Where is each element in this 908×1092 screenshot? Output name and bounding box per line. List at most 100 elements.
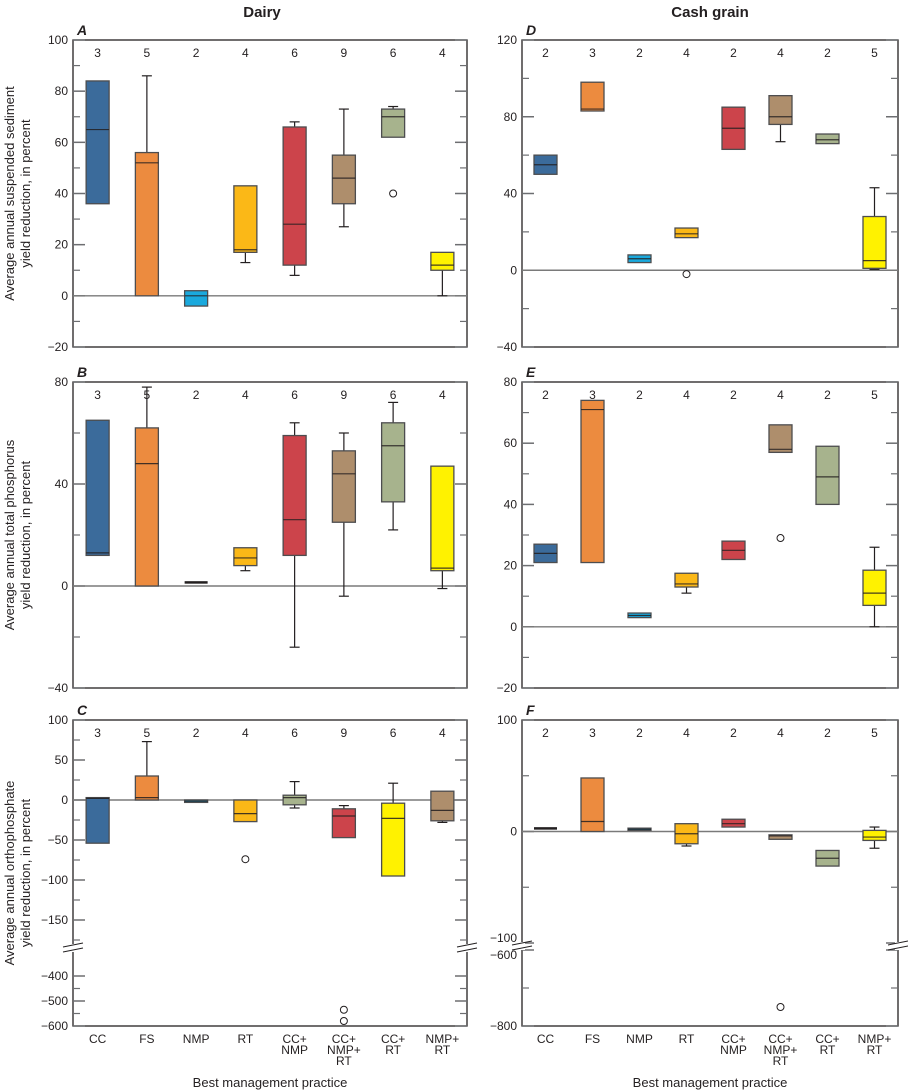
box-6 xyxy=(815,849,840,867)
category-label: RT xyxy=(820,1043,836,1057)
y-tick-label: 100 xyxy=(48,33,68,47)
y-axis-label-line2: yield reduction, in percent xyxy=(18,461,33,610)
box xyxy=(815,445,840,506)
box xyxy=(134,775,160,801)
y-axis-label-line2: yield reduction, in percent xyxy=(18,119,33,268)
box-4 xyxy=(721,106,746,151)
box xyxy=(580,81,605,112)
box-3 xyxy=(674,572,699,594)
plot-frame xyxy=(72,39,468,348)
panel-letter: A xyxy=(76,22,87,38)
box xyxy=(85,796,110,844)
category-label: RT xyxy=(867,1043,883,1057)
box xyxy=(233,799,258,823)
sample-count: 5 xyxy=(871,46,878,60)
sample-count: 4 xyxy=(242,726,249,740)
outlier-point xyxy=(241,855,250,864)
y-tick-label: 0 xyxy=(61,793,68,807)
outlier-point xyxy=(389,189,398,198)
y-tick-label: 80 xyxy=(504,375,518,389)
sample-count: 6 xyxy=(291,46,298,60)
box-1 xyxy=(134,75,160,297)
box-7 xyxy=(430,251,455,297)
sample-count: 4 xyxy=(683,726,690,740)
sample-count: 9 xyxy=(341,388,348,402)
sample-count: 2 xyxy=(636,388,643,402)
box-3 xyxy=(233,547,258,572)
box-1 xyxy=(134,740,160,801)
y-tick-label: 100 xyxy=(497,713,517,727)
box xyxy=(534,827,557,830)
y-axis-label-line1: Average annual orthophosphate xyxy=(2,781,17,966)
box-7 xyxy=(862,187,887,270)
box xyxy=(380,108,406,138)
box-4 xyxy=(721,818,746,828)
y-tick-label: −800 xyxy=(490,1019,517,1033)
box xyxy=(380,422,406,503)
sample-count: 9 xyxy=(341,726,348,740)
sample-count: 4 xyxy=(242,46,249,60)
y-tick-label: −40 xyxy=(497,340,518,354)
category-label: FS xyxy=(139,1032,154,1046)
panel-letter: C xyxy=(77,702,88,718)
sample-count: 3 xyxy=(94,388,101,402)
panel-letter: D xyxy=(526,22,536,38)
y-tick-label: 40 xyxy=(504,497,518,511)
box xyxy=(331,808,357,839)
y-tick-label: 20 xyxy=(504,559,518,573)
box xyxy=(282,434,307,557)
y-tick-label: −600 xyxy=(41,1019,68,1033)
axis-break-mark xyxy=(456,942,478,948)
panel-letter: E xyxy=(526,364,536,380)
box-7 xyxy=(862,546,887,628)
sample-count: 2 xyxy=(193,726,200,740)
category-label: RT xyxy=(679,1032,695,1046)
sample-count: 2 xyxy=(824,726,831,740)
category-label: NMP xyxy=(720,1043,747,1057)
box-2 xyxy=(627,612,652,619)
box-5 xyxy=(331,804,357,1025)
y-tick-label: −20 xyxy=(48,340,69,354)
sample-count: 2 xyxy=(542,46,549,60)
box-2 xyxy=(627,827,652,832)
sample-count: 5 xyxy=(144,46,151,60)
box xyxy=(380,802,406,877)
y-tick-label: −600 xyxy=(490,948,517,962)
y-tick-label: −20 xyxy=(497,681,518,695)
sample-count: 4 xyxy=(242,388,249,402)
y-tick-label: 0 xyxy=(61,289,68,303)
sample-count: 4 xyxy=(777,726,784,740)
box xyxy=(85,80,110,205)
box xyxy=(184,581,208,584)
box-0 xyxy=(85,419,110,557)
y-axis-label: Average annual orthophosphate yield reduc… xyxy=(2,781,33,966)
y-tick-label: 0 xyxy=(61,579,68,593)
category-label: FS xyxy=(585,1032,600,1046)
category-label: CC+ xyxy=(768,1032,792,1046)
axis-break-gap xyxy=(70,944,76,952)
column-title-cash-grain: Cash grain xyxy=(671,4,749,21)
category-label: CC+ xyxy=(815,1032,839,1046)
box-5 xyxy=(331,432,357,597)
box-1 xyxy=(580,81,605,112)
y-tick-label: 80 xyxy=(504,110,518,124)
sample-count: 4 xyxy=(439,726,446,740)
category-label: RT xyxy=(336,1054,352,1068)
plot-frame xyxy=(72,381,468,689)
box-2 xyxy=(184,581,208,584)
category-label: RT xyxy=(385,1043,401,1057)
box-0 xyxy=(85,796,110,844)
box-5 xyxy=(768,424,793,543)
axis-break-mark xyxy=(456,947,478,953)
y-tick-label: −40 xyxy=(48,681,69,695)
axis-break-gap xyxy=(895,942,901,950)
sample-count: 6 xyxy=(390,726,397,740)
box xyxy=(282,126,307,266)
sample-count: 2 xyxy=(824,388,831,402)
box xyxy=(233,185,258,253)
box xyxy=(85,419,110,557)
box xyxy=(674,227,699,239)
y-axis-label: Average annual total phosphorus yield red… xyxy=(2,439,33,630)
sample-count: 3 xyxy=(94,46,101,60)
